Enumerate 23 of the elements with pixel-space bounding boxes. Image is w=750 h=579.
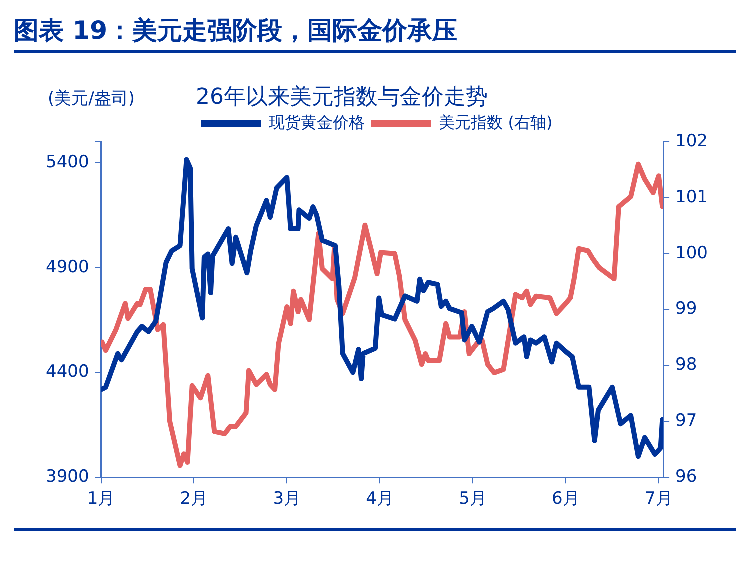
y2-tick-label: 101 bbox=[676, 187, 708, 208]
legend-label: 美元指数 (右轴) bbox=[439, 113, 553, 132]
y2-tick-label: 97 bbox=[676, 411, 698, 432]
x-tick-label: 2月 bbox=[180, 489, 208, 510]
x-tick-label: 7月 bbox=[644, 489, 673, 510]
y-tick-label: 3900 bbox=[46, 467, 90, 488]
x-tick-label: 6月 bbox=[552, 489, 580, 510]
y-tick-label: 4900 bbox=[46, 257, 90, 278]
y-axis-title: (美元/盎司) bbox=[48, 88, 135, 110]
x-tick-label: 3月 bbox=[273, 489, 302, 510]
y2-tick-label: 96 bbox=[676, 467, 698, 488]
y2-tick-label: 98 bbox=[676, 355, 698, 376]
chart-title: 图表 19：美元走强阶段，国际金价承压 bbox=[14, 15, 458, 47]
chart-subtitle: 26年以来美元指数与金价走势 bbox=[196, 84, 488, 112]
y-tick-label: 4400 bbox=[46, 362, 90, 382]
y2-tick-label: 100 bbox=[676, 243, 708, 264]
y2-tick-label: 99 bbox=[676, 299, 698, 320]
x-tick-label: 5月 bbox=[459, 489, 487, 510]
x-tick-label: 4月 bbox=[366, 489, 394, 510]
x-tick-label: 1月 bbox=[87, 489, 116, 510]
y-tick-label: 5400 bbox=[46, 152, 90, 172]
legend-label: 现货黄金价格 bbox=[269, 113, 366, 132]
y2-tick-label: 102 bbox=[676, 131, 708, 152]
